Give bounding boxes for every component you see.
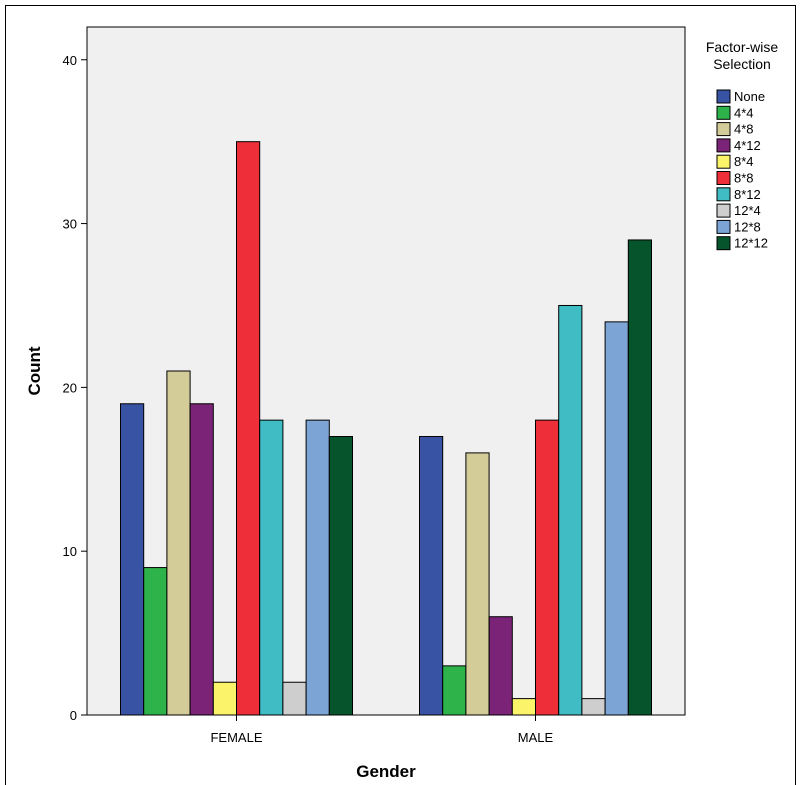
legend-swatch <box>716 154 731 169</box>
legend-swatch <box>716 236 731 251</box>
legend-swatch <box>716 105 731 120</box>
bar-female-12x12 <box>328 436 353 716</box>
legend-label: 12*4 <box>734 203 761 218</box>
y-tick-label: 20 <box>63 380 77 395</box>
bar-male-12x12 <box>627 239 652 716</box>
y-tick-label: 10 <box>63 544 77 559</box>
x-tick-label: MALE <box>518 730 554 745</box>
x-tick-label: FEMALE <box>210 730 262 745</box>
bar-female-12x4 <box>282 681 307 716</box>
bar-female-4x8 <box>166 370 191 716</box>
x-axis: FEMALE MALE <box>210 715 554 745</box>
bar-female-8x8 <box>236 141 261 716</box>
bar-series-group <box>120 141 652 716</box>
y-tick-label: 40 <box>63 53 77 68</box>
legend-label: 12*8 <box>734 219 761 234</box>
legend-title-line-2: Selection <box>713 56 771 72</box>
y-axis: 0 10 20 30 40 <box>63 53 87 723</box>
bar-male-12x4 <box>581 698 606 716</box>
bar-female-8x12 <box>259 419 284 716</box>
y-axis-label: Count <box>25 346 44 395</box>
legend-label: 8*8 <box>734 171 754 186</box>
legend-swatch <box>716 138 731 153</box>
bar-male-8x12 <box>558 304 583 716</box>
legend-label: None <box>734 89 765 104</box>
bar-female-none <box>120 403 145 716</box>
bar-male-4x8 <box>465 452 490 716</box>
legend-swatch <box>716 171 731 185</box>
legend-swatch <box>716 219 731 234</box>
bar-male-none <box>419 436 444 716</box>
bar-male-4x12 <box>488 616 513 716</box>
bar-male-4x4 <box>442 665 467 716</box>
bar-female-8x4 <box>212 681 238 716</box>
legend-label: 8*4 <box>734 154 754 169</box>
bar-male-8x8 <box>535 419 560 716</box>
legend-title-line-1: Factor-wise <box>706 39 779 55</box>
x-axis-label: Gender <box>356 762 416 781</box>
legend-label: 4*4 <box>734 105 754 120</box>
legend-label: 12*12 <box>734 236 768 251</box>
y-tick-label: 30 <box>63 217 77 232</box>
legend-swatch <box>716 187 731 202</box>
legend-label: 4*8 <box>734 122 754 137</box>
legend-swatch <box>716 203 731 218</box>
bar-male-8x4 <box>511 698 536 716</box>
legend-swatch <box>716 122 731 137</box>
bar-male-12x8 <box>604 321 629 716</box>
bar-female-12x8 <box>305 419 330 716</box>
legend-label: 4*12 <box>734 138 761 153</box>
legend-label: 8*12 <box>734 187 761 202</box>
y-tick-label: 0 <box>70 708 77 723</box>
legend-swatch <box>716 89 731 104</box>
bar-female-4x12 <box>189 403 214 716</box>
bar-female-4x4 <box>143 567 168 716</box>
